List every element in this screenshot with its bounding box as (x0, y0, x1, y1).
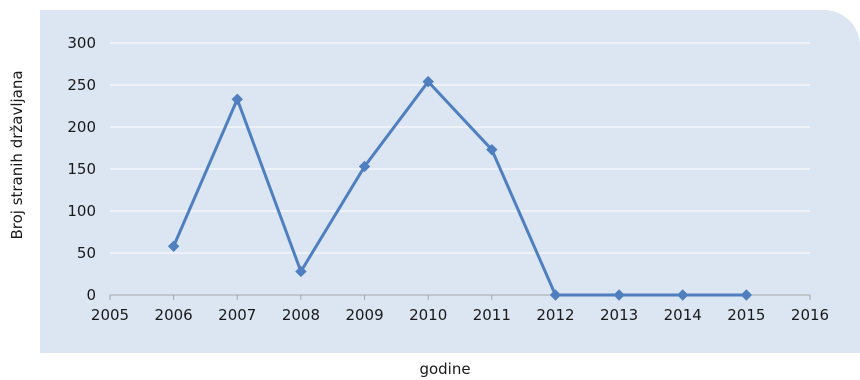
x-tick-label: 2012 (536, 306, 574, 324)
data-point-marker (358, 160, 371, 173)
series-layer (167, 75, 753, 301)
data-point-marker (422, 75, 434, 88)
series-line (172, 80, 747, 297)
y-tick-label: 150 (67, 160, 96, 178)
x-tick-label: 2006 (155, 306, 193, 324)
y-tick-label: 0 (86, 286, 96, 304)
x-tick-label: 2013 (600, 306, 638, 324)
y-tick-label: 300 (67, 34, 96, 52)
x-tick-label: 2015 (727, 306, 765, 324)
x-tick-label: 2016 (791, 306, 829, 324)
data-point-marker (295, 265, 307, 278)
x-tick-label: 2005 (91, 306, 129, 324)
data-point-marker (613, 289, 625, 301)
y-tick-label: 50 (77, 244, 96, 262)
x-tick-label: 2010 (409, 306, 447, 324)
data-point-marker (167, 240, 180, 252)
data-point-marker (677, 289, 689, 301)
x-tick-label: 2008 (282, 306, 320, 324)
gridlines (110, 42, 810, 296)
y-tick-label: 200 (67, 118, 96, 136)
y-tick-label: 250 (67, 76, 96, 94)
data-point-marker (549, 289, 562, 301)
y-axis-title: Broj stranih državljana (8, 70, 26, 239)
x-axis-title: godine (419, 360, 470, 378)
x-tick-label: 2011 (473, 306, 511, 324)
data-point-marker (740, 289, 753, 301)
x-tick-label: 2014 (664, 306, 702, 324)
data-point-marker (486, 143, 498, 156)
y-axis-tick-labels: 0 50 100 150 200 250 300 (67, 34, 96, 304)
data-point-marker (231, 93, 243, 105)
y-tick-label: 100 (67, 202, 96, 220)
x-axis-tick-labels: 2005 2006 2007 2008 2009 2010 2011 2012 2013 2014… (91, 295, 829, 324)
x-tick-label: 2009 (345, 306, 383, 324)
x-tick-label: 2007 (218, 306, 256, 324)
